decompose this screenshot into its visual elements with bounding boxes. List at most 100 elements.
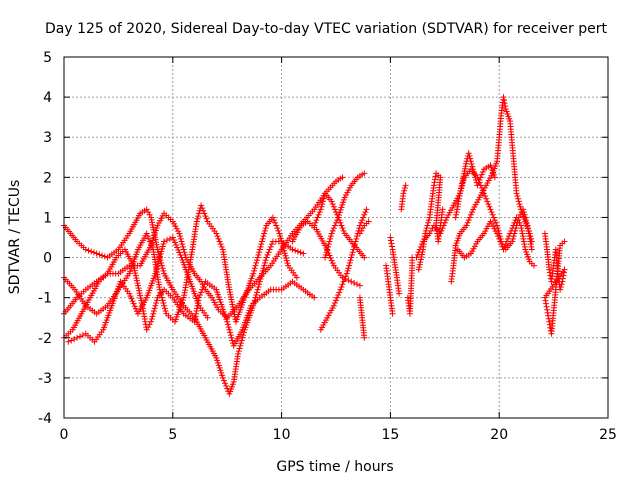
data-point (259, 238, 266, 245)
data-point (340, 227, 347, 234)
data-point (467, 211, 474, 218)
data-point (503, 238, 510, 245)
data-point (269, 214, 276, 221)
data-point (93, 250, 100, 257)
data-point (96, 251, 103, 258)
data-point (259, 235, 266, 242)
data-point (194, 215, 201, 222)
data-point (322, 242, 329, 249)
data-point (502, 241, 509, 248)
plot-frame (63, 56, 609, 419)
data-point (217, 241, 224, 248)
y-tick-label: -3 (38, 371, 52, 387)
data-point (425, 217, 432, 224)
data-point (252, 262, 259, 269)
data-point (492, 219, 499, 226)
data-point (339, 274, 346, 281)
data-point (270, 217, 277, 224)
data-point (199, 205, 206, 212)
data-point (195, 213, 202, 220)
data-point (146, 321, 153, 328)
data-point (224, 385, 231, 392)
data-point (464, 219, 471, 226)
data-point (545, 312, 552, 319)
data-point (218, 369, 225, 376)
data-point (465, 217, 472, 224)
data-point (134, 280, 141, 287)
data-point (388, 240, 395, 247)
data-point (474, 182, 481, 189)
data-point (256, 249, 263, 256)
data-point (494, 222, 501, 229)
data-point (161, 305, 168, 312)
data-point (68, 337, 75, 344)
data-point (323, 245, 330, 252)
data-point (200, 283, 207, 290)
axis-ticks (63, 56, 609, 419)
data-point (157, 289, 164, 296)
x-tick-label: 20 (490, 427, 508, 443)
data-point (179, 241, 186, 248)
data-point (144, 233, 151, 240)
data-point (430, 182, 437, 189)
data-point (137, 295, 144, 302)
data-point (470, 168, 477, 175)
data-point (220, 377, 227, 384)
data-point (429, 225, 436, 232)
data-point (240, 332, 247, 339)
data-point (500, 246, 507, 253)
data-point (258, 241, 265, 248)
data-point (160, 267, 167, 274)
data-point (346, 262, 353, 269)
data-point (480, 190, 487, 197)
data-point (479, 187, 486, 194)
data-point (476, 177, 483, 184)
data-point (195, 210, 202, 217)
y-axis-title: SDTVAR / TECUs (7, 180, 23, 295)
data-point (505, 233, 512, 240)
data-point (418, 241, 425, 248)
data-point (365, 218, 372, 225)
data-point (253, 289, 260, 296)
data-point (362, 209, 369, 216)
y-tick-label: 1 (43, 210, 52, 226)
data-point (345, 277, 352, 284)
data-point (338, 204, 345, 211)
data-point (328, 198, 335, 205)
data-point (415, 266, 422, 273)
data-point (531, 262, 538, 269)
data-point (509, 238, 516, 245)
data-point (219, 374, 226, 381)
data-point (353, 235, 360, 242)
data-point (515, 195, 522, 202)
data-point (333, 297, 339, 304)
y-tick-label: 3 (43, 130, 52, 146)
data-point (149, 313, 156, 320)
data-point (214, 233, 221, 240)
data-point (152, 227, 159, 234)
data-point (467, 158, 474, 165)
y-tick-label: -4 (38, 411, 52, 427)
data-point (213, 354, 220, 361)
data-point (544, 309, 551, 316)
data-point (558, 281, 565, 288)
data-point (128, 295, 135, 302)
data-point (351, 279, 358, 286)
data-point (501, 100, 508, 107)
data-point (361, 334, 368, 341)
data-point (440, 222, 447, 229)
data-point (513, 190, 520, 197)
data-point (254, 286, 261, 293)
data-point (253, 259, 260, 266)
data-point (181, 249, 188, 256)
data-point (504, 235, 511, 242)
data-point (416, 246, 423, 253)
data-point (214, 357, 221, 364)
data-point (426, 230, 433, 237)
data-point (152, 302, 159, 309)
data-point (489, 211, 496, 218)
data-point (289, 246, 296, 253)
data-point (273, 222, 280, 229)
data-point (215, 235, 222, 242)
data-point (327, 255, 334, 262)
